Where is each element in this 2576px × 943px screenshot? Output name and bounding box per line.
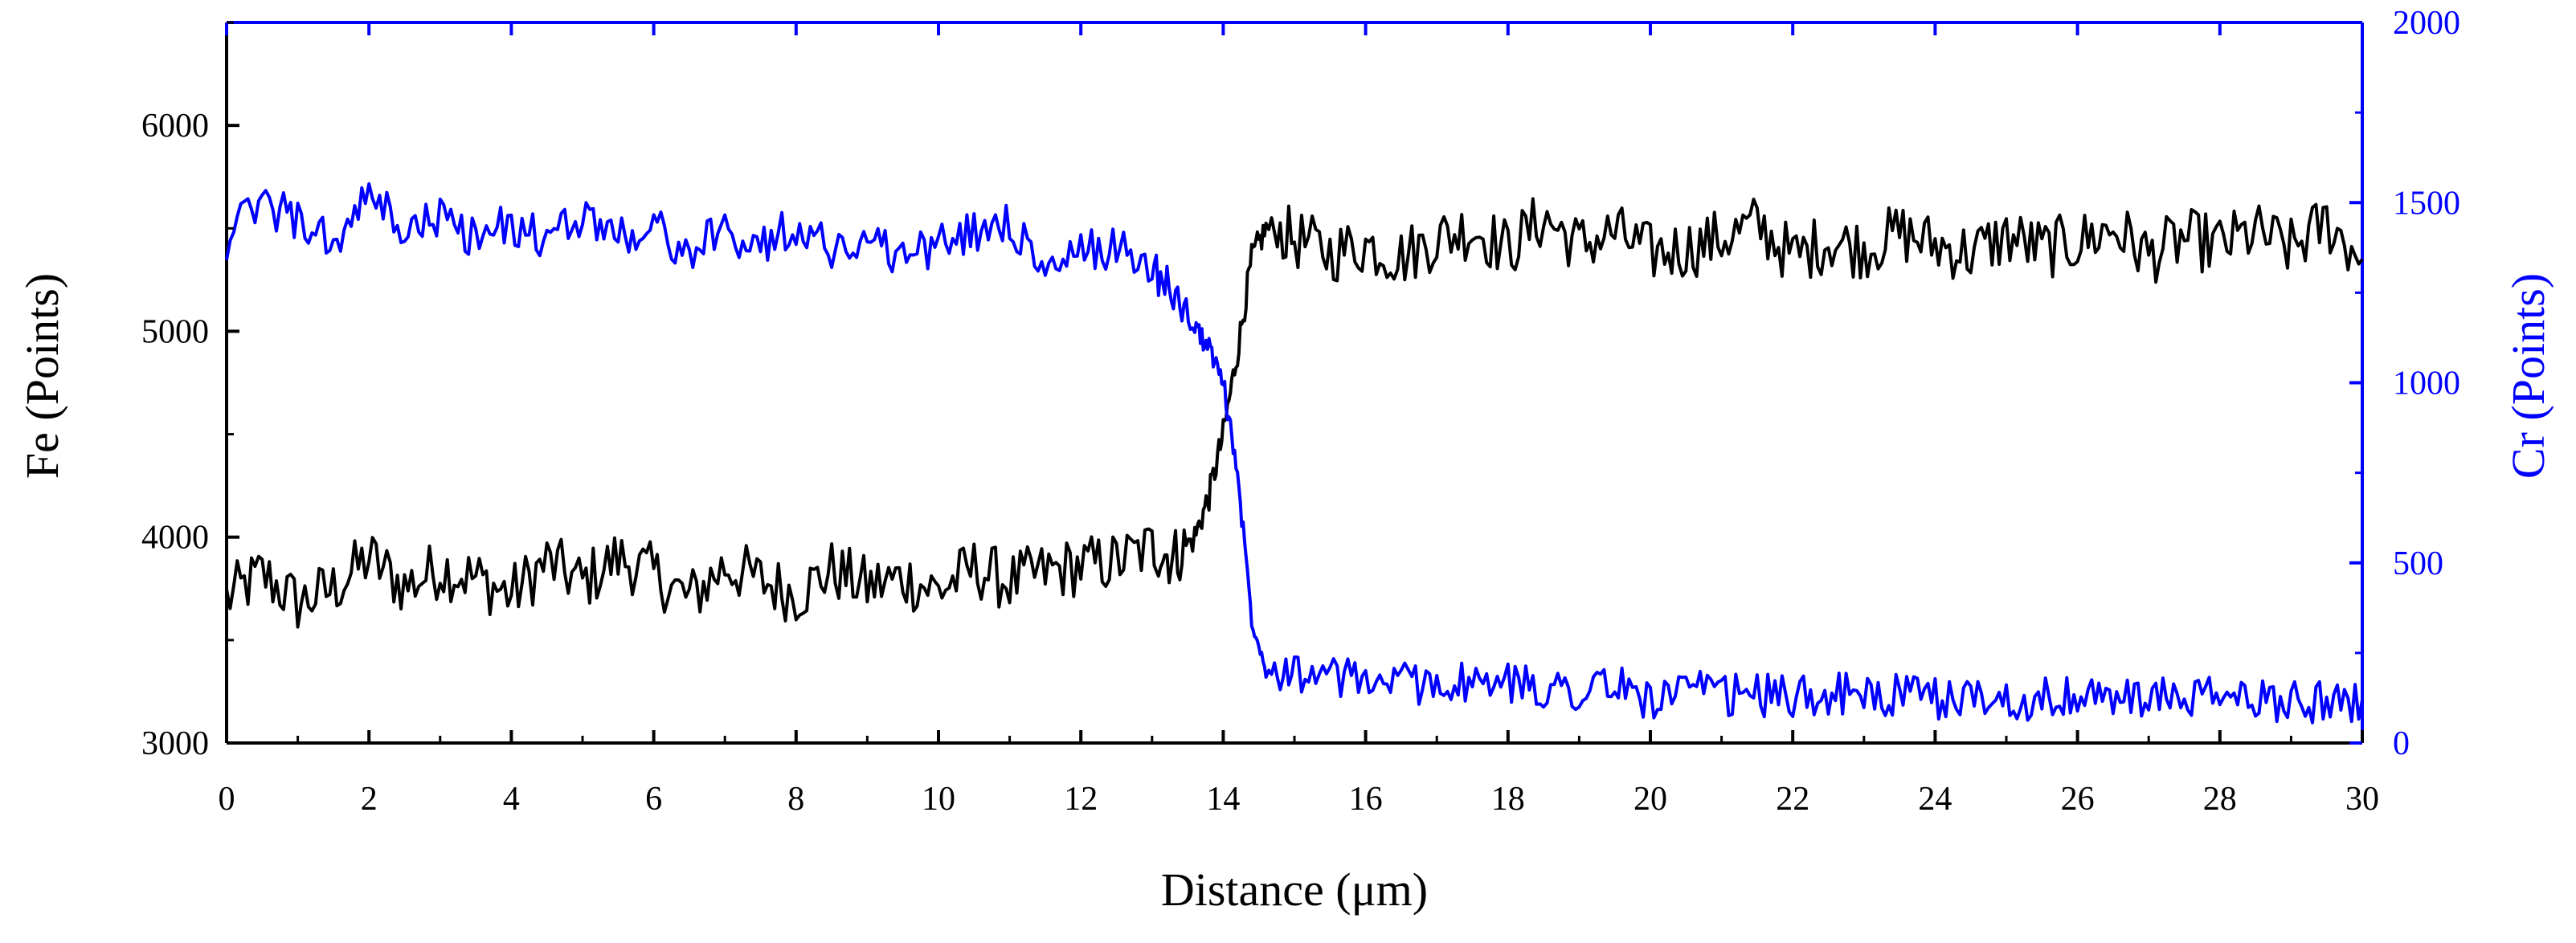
fe-y-tick-label: 5000 (141, 313, 209, 350)
x-tick-label: 10 (922, 781, 955, 818)
x-tick-label: 24 (1918, 781, 1952, 818)
plot-frame (225, 21, 2364, 745)
x-tick-label: 8 (787, 781, 804, 818)
x-tick-label: 20 (1634, 781, 1667, 818)
x-tick-label: 16 (1349, 781, 1383, 818)
x-axis-title: Distance (μm) (1161, 863, 1428, 916)
x-tick-label: 6 (645, 781, 662, 818)
x-tick-label: 22 (1776, 781, 1809, 818)
x-tick-label: 28 (2203, 781, 2237, 818)
series-layer (225, 182, 2364, 725)
cr-y-tick-label: 500 (2393, 545, 2443, 582)
series-line-fe (225, 197, 2364, 629)
x-tick-label: 4 (503, 781, 520, 818)
cr-y-tick-label: 2000 (2393, 5, 2460, 42)
x-tick-label: 30 (2345, 781, 2379, 818)
cr-y-tick-label: 0 (2393, 725, 2410, 762)
x-tick-label: 2 (361, 781, 378, 818)
cr-y-axis: 0 500 1000 1500 2000 (2349, 5, 2460, 762)
cr-y-tick-label: 1500 (2393, 185, 2460, 222)
x-tick-label: 18 (1491, 781, 1525, 818)
fe-y-tick-label: 4000 (141, 520, 209, 557)
x-axis: 0 2 4 6 8 10 12 14 16 18 20 22 24 26 28 30 (219, 22, 2379, 818)
cr-y-tick-label: 1000 (2393, 365, 2460, 402)
x-tick-label: 0 (219, 781, 235, 818)
x-tick-label: 26 (2061, 781, 2095, 818)
cr-axis-title: Cr (Points) (2502, 273, 2554, 479)
fe-y-axis: 3000 4000 5000 6000 (141, 21, 239, 762)
x-tick-label: 12 (1064, 781, 1098, 818)
x-tick-label: 14 (1206, 781, 1240, 818)
fe-axis-title: Fe (Points) (16, 273, 68, 479)
series-line-cr (225, 182, 2364, 725)
fe-y-tick-label: 3000 (141, 725, 209, 762)
fe-y-tick-label: 6000 (141, 108, 209, 145)
